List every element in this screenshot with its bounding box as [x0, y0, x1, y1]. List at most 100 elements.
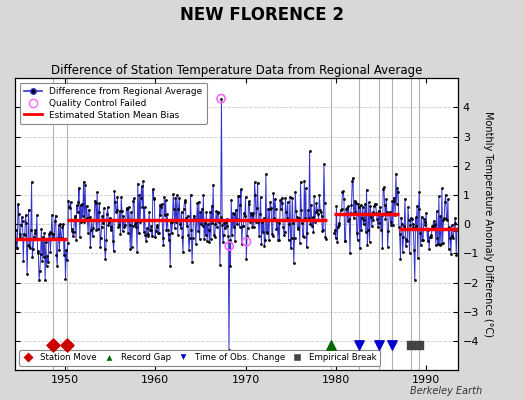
Point — [87, 226, 95, 233]
Point — [198, 205, 206, 212]
Point — [249, 210, 257, 217]
Point — [153, 222, 161, 228]
Point — [45, 230, 53, 237]
Point — [302, 185, 310, 191]
Point — [398, 220, 406, 227]
Point — [160, 194, 168, 200]
Point — [245, 200, 254, 207]
Point — [194, 228, 202, 234]
Point — [39, 234, 47, 240]
Point — [122, 217, 130, 223]
Point — [283, 199, 292, 205]
Point — [135, 191, 144, 198]
Point — [67, 199, 75, 206]
Point — [223, 223, 231, 229]
Point — [20, 231, 28, 237]
Point — [98, 213, 106, 219]
Point — [349, 174, 357, 181]
Point — [200, 236, 209, 242]
Point — [103, 204, 112, 211]
Point — [55, 247, 63, 254]
Point — [311, 219, 319, 226]
Point — [308, 223, 316, 229]
Point — [256, 211, 264, 217]
Point — [399, 249, 407, 255]
Point — [378, 245, 387, 251]
Point — [70, 213, 79, 219]
Point — [394, 188, 402, 195]
Point — [306, 221, 314, 228]
Point — [290, 260, 298, 266]
Point — [83, 214, 92, 221]
Point — [312, 200, 321, 206]
Point — [347, 202, 356, 208]
Point — [134, 180, 142, 187]
Point — [146, 226, 155, 233]
Point — [211, 234, 219, 240]
Point — [211, 221, 220, 228]
Point — [251, 192, 259, 198]
Point — [362, 229, 370, 236]
Point — [332, 235, 340, 241]
Point — [172, 219, 180, 225]
Point — [49, 231, 58, 238]
Point — [122, 205, 130, 211]
Point — [35, 277, 43, 284]
Point — [321, 234, 330, 240]
Point — [206, 208, 214, 215]
Point — [114, 224, 123, 231]
Point — [287, 245, 295, 251]
Point — [424, 227, 432, 234]
Point — [151, 234, 159, 240]
Point — [180, 199, 189, 205]
Point — [246, 218, 254, 225]
Point — [13, 245, 21, 251]
Point — [113, 207, 121, 213]
Point — [294, 225, 302, 231]
Point — [102, 237, 111, 244]
Point — [408, 216, 416, 222]
Point — [301, 215, 309, 222]
Point — [404, 204, 412, 210]
Point — [144, 231, 152, 238]
Point — [244, 198, 253, 205]
Point — [84, 230, 92, 236]
Point — [232, 206, 240, 213]
Point — [298, 220, 306, 226]
Point — [137, 195, 145, 202]
Point — [388, 198, 396, 204]
Point — [293, 226, 302, 232]
Point — [434, 241, 442, 247]
Point — [46, 249, 54, 255]
Point — [407, 215, 415, 221]
Point — [314, 217, 323, 223]
Point — [259, 229, 267, 236]
Point — [277, 206, 285, 212]
Point — [219, 239, 227, 246]
Point — [101, 256, 110, 262]
Point — [34, 248, 42, 254]
Point — [334, 224, 342, 230]
Point — [208, 219, 216, 226]
Point — [54, 235, 62, 242]
Point — [389, 222, 397, 228]
Point — [63, 257, 71, 263]
Point — [129, 198, 137, 205]
Point — [384, 244, 392, 250]
Point — [358, 204, 367, 210]
Point — [68, 228, 77, 234]
Point — [314, 210, 322, 217]
Point — [42, 262, 51, 269]
Point — [90, 217, 99, 224]
Point — [423, 238, 432, 244]
Point — [171, 195, 180, 201]
Point — [49, 342, 57, 348]
Point — [285, 221, 293, 228]
Point — [418, 237, 427, 243]
Point — [212, 208, 221, 214]
Point — [377, 227, 385, 233]
Point — [446, 235, 454, 241]
Point — [351, 208, 359, 215]
Point — [130, 221, 139, 227]
Point — [448, 233, 456, 240]
